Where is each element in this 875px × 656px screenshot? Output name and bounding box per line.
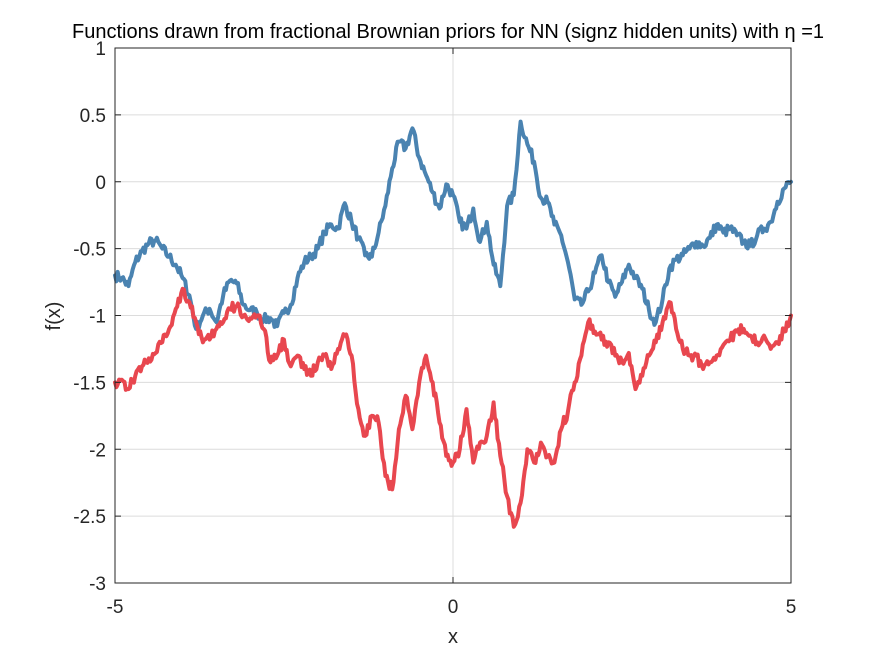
x-tick-label: 0 [448, 597, 459, 618]
y-tick-label: -2 [89, 440, 106, 461]
y-axis-label: f(x) [43, 302, 65, 331]
y-tick-labels: 1 0.5 0 -0.5 -1 -1.5 -2 -2.5 -3 [73, 39, 106, 595]
y-tick-label: -3 [89, 574, 106, 595]
y-tick-label: -2.5 [73, 507, 106, 528]
chart-title: Functions drawn from fractional Brownian… [72, 21, 824, 43]
y-tick-label: 1 [95, 39, 106, 60]
series-line-1 [113, 119, 793, 331]
x-tick-label: -5 [107, 597, 124, 618]
y-tick-label: 0.5 [80, 106, 106, 127]
y-tick-label: -0.5 [73, 240, 106, 261]
y-tick-label: -1.5 [73, 373, 106, 394]
x-axis-label: x [448, 626, 458, 648]
x-tick-label: 5 [786, 597, 797, 618]
series-layer [113, 119, 793, 529]
y-tick-label: -1 [89, 307, 106, 328]
y-tick-label: 0 [95, 173, 106, 194]
tick-marks [114, 47, 792, 584]
x-tick-labels: -5 0 5 [107, 597, 797, 618]
grid [115, 48, 791, 583]
series-line-2 [113, 286, 793, 529]
